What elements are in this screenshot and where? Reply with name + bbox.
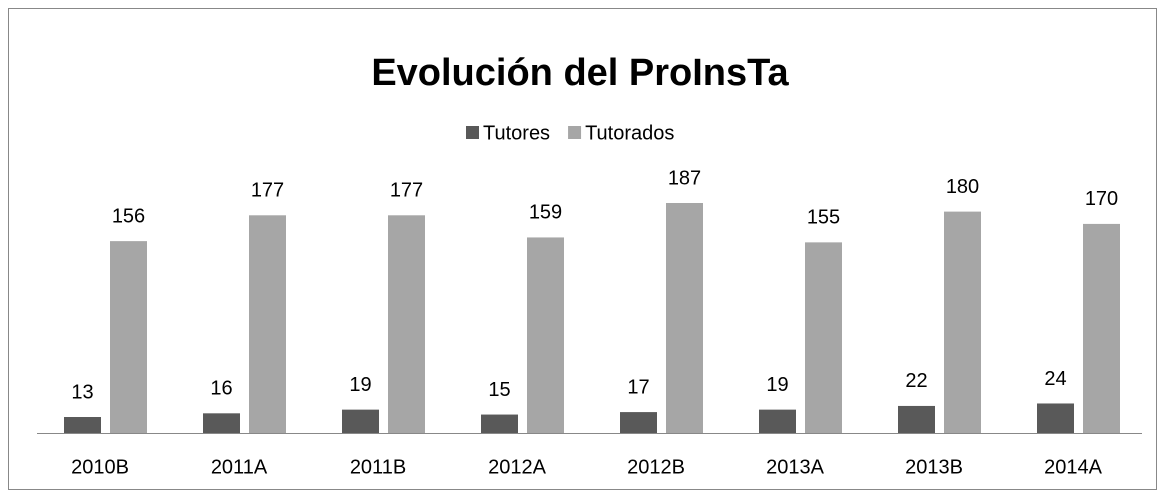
- bar: [388, 215, 425, 433]
- x-tick-label: 2013B: [905, 456, 963, 478]
- x-tick-label: 2013A: [766, 456, 824, 478]
- bar: [759, 409, 796, 433]
- bar: [203, 413, 240, 433]
- value-label: 19: [349, 374, 371, 396]
- x-tick-label: 2012B: [627, 456, 685, 478]
- bar: [64, 417, 101, 433]
- bar: [1037, 403, 1074, 433]
- value-label: 180: [946, 176, 979, 198]
- value-label: 156: [112, 205, 145, 227]
- value-label: 24: [1044, 368, 1066, 390]
- legend-swatch: [568, 126, 582, 139]
- bar: [527, 237, 564, 433]
- legend-label: Tutorados: [585, 122, 674, 144]
- legend-swatch: [466, 126, 479, 139]
- bar: [342, 409, 379, 433]
- value-label: 13: [71, 381, 93, 403]
- bar: [666, 203, 703, 433]
- bar: [1083, 223, 1120, 433]
- value-label: 177: [390, 180, 423, 202]
- value-label: 19: [766, 374, 788, 396]
- value-label: 16: [210, 378, 232, 400]
- chart-title: Evolución del ProInsTa: [371, 52, 789, 94]
- value-label: 22: [905, 370, 927, 392]
- value-label: 17: [627, 376, 649, 398]
- x-tick-label: 2014A: [1044, 456, 1102, 478]
- value-label: 187: [668, 167, 701, 189]
- bar: [110, 241, 147, 433]
- bar: [944, 211, 981, 433]
- bar: [249, 215, 286, 433]
- legend-label: Tutores: [483, 122, 550, 144]
- bar: [898, 405, 935, 433]
- x-tick-label: 2011B: [350, 456, 406, 478]
- value-label: 155: [807, 207, 840, 229]
- bar: [805, 242, 842, 433]
- value-label: 177: [251, 180, 284, 202]
- bar: [620, 412, 657, 433]
- bar: [481, 414, 518, 433]
- x-tick-label: 2011A: [211, 456, 268, 478]
- x-tick-label: 2012A: [488, 456, 546, 478]
- x-tick-label: 2010B: [71, 456, 129, 478]
- value-label: 15: [488, 379, 510, 401]
- value-label: 159: [529, 202, 562, 224]
- value-label: 170: [1085, 188, 1118, 210]
